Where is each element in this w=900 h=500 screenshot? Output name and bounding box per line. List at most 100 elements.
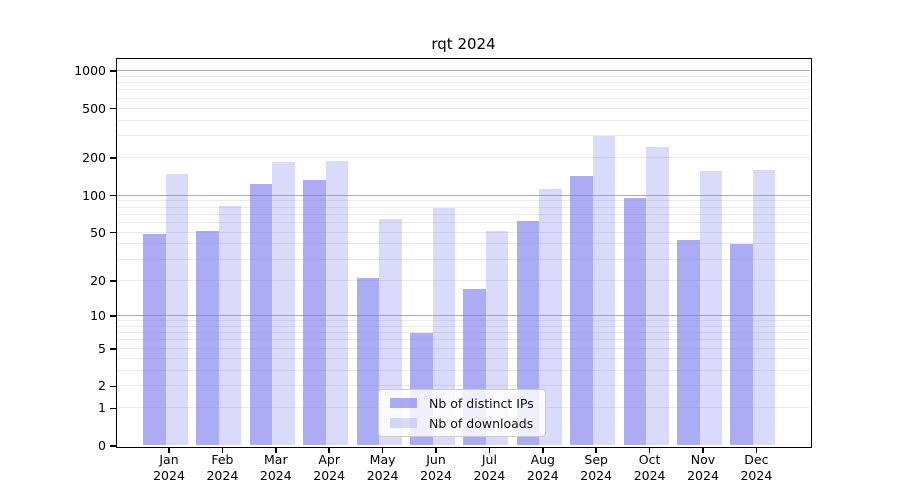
x-tick-month: Nov bbox=[690, 451, 716, 467]
x-tick-month: Apr bbox=[318, 451, 340, 467]
gridline-minor bbox=[116, 357, 810, 359]
x-tick-label: May 2024 bbox=[351, 452, 415, 485]
gridline-minor bbox=[116, 119, 810, 121]
legend-swatch-downloads bbox=[390, 418, 417, 428]
legend-item-downloads: Nb of downloads bbox=[387, 415, 537, 432]
y-tick-mark bbox=[110, 70, 116, 72]
gridline-major bbox=[116, 314, 810, 316]
bar-distinct-ips-mar bbox=[249, 183, 273, 446]
bar-distinct-ips-apr bbox=[303, 180, 326, 446]
bar-downloads-nov bbox=[699, 171, 722, 446]
legend-swatch-distinct-ips bbox=[390, 398, 417, 408]
gridline-minor bbox=[116, 89, 810, 91]
y-tick-label: 200 bbox=[82, 150, 106, 166]
plot-area bbox=[115, 57, 812, 448]
gridline-minor bbox=[116, 339, 810, 341]
x-tick-label: Aug 2024 bbox=[511, 452, 575, 485]
gridline-minor bbox=[116, 213, 810, 215]
x-tick-mark bbox=[275, 447, 277, 453]
y-tick-mark bbox=[110, 157, 116, 159]
x-tick-label: Oct 2024 bbox=[618, 452, 682, 485]
gridline-minor bbox=[116, 347, 810, 349]
gridline-major bbox=[116, 194, 810, 196]
x-tick-mark bbox=[168, 447, 170, 453]
x-tick-year: 2024 bbox=[473, 468, 506, 483]
gridline-minor bbox=[116, 325, 810, 327]
x-tick-year: 2024 bbox=[740, 468, 773, 483]
gridline-minor bbox=[116, 320, 810, 322]
x-tick-mark bbox=[648, 447, 651, 453]
x-tick-year: 2024 bbox=[313, 468, 346, 483]
gridline-minor bbox=[116, 82, 810, 84]
gridline-minor bbox=[116, 279, 810, 281]
gridline-minor bbox=[116, 385, 810, 387]
y-tick-label: 1000 bbox=[74, 63, 106, 79]
bar-downloads-apr bbox=[325, 161, 349, 446]
gridline-major bbox=[116, 70, 810, 72]
x-tick-month: Oct bbox=[638, 451, 661, 467]
y-tick-mark bbox=[110, 280, 116, 282]
x-tick-label: Mar 2024 bbox=[244, 452, 308, 485]
x-tick-month: Jul bbox=[481, 451, 497, 467]
x-tick-year: 2024 bbox=[259, 468, 292, 483]
gridline-minor bbox=[116, 157, 810, 159]
bar-downloads-jun bbox=[432, 207, 455, 446]
legend-item-distinct-ips: Nb of distinct IPs bbox=[387, 395, 537, 412]
x-tick-mark bbox=[595, 447, 597, 453]
x-tick-month: Dec bbox=[744, 451, 769, 467]
x-tick-year: 2024 bbox=[366, 468, 399, 483]
legend-label-downloads: Nb of downloads bbox=[429, 415, 534, 431]
x-tick-year: 2024 bbox=[580, 468, 613, 483]
bar-downloads-oct bbox=[646, 146, 669, 446]
bar-distinct-ips-dec bbox=[730, 243, 753, 446]
gridline-minor bbox=[116, 231, 810, 233]
x-tick-mark bbox=[488, 447, 491, 453]
x-tick-mark bbox=[328, 447, 330, 453]
y-tick-label: 20 bbox=[90, 272, 106, 288]
bar-downloads-aug bbox=[539, 188, 562, 446]
gridline-minor bbox=[116, 332, 810, 334]
x-tick-label: Apr 2024 bbox=[297, 452, 361, 485]
gridline-minor bbox=[116, 369, 810, 371]
gridline-minor bbox=[116, 135, 810, 137]
gridline-minor bbox=[116, 258, 810, 260]
bar-downloads-mar bbox=[272, 162, 295, 446]
y-tick-mark bbox=[110, 385, 116, 388]
x-tick-year: 2024 bbox=[687, 468, 719, 483]
y-tick-mark bbox=[110, 194, 116, 197]
x-tick-label: Nov 2024 bbox=[671, 452, 735, 485]
x-tick-month: Jan bbox=[159, 451, 179, 467]
y-tick-label: 500 bbox=[82, 100, 106, 116]
y-tick-label: 1 bbox=[98, 400, 106, 416]
x-tick-year: 2024 bbox=[153, 468, 185, 483]
x-tick-mark bbox=[221, 447, 224, 453]
chart-title: rqt 2024 bbox=[431, 35, 496, 53]
x-tick-mark bbox=[755, 447, 758, 453]
gridline-minor bbox=[116, 75, 810, 77]
x-tick-mark bbox=[381, 447, 384, 453]
x-tick-year: 2024 bbox=[633, 468, 666, 483]
x-tick-mark bbox=[702, 447, 704, 453]
y-tick-label: 5 bbox=[98, 340, 106, 356]
x-tick-label: Jul 2024 bbox=[457, 452, 521, 485]
y-tick-label: 0 bbox=[98, 438, 106, 453]
y-tick-mark bbox=[110, 315, 116, 317]
x-tick-month: Sep bbox=[584, 451, 608, 467]
y-tick-mark bbox=[110, 445, 116, 447]
x-tick-month: Feb bbox=[211, 451, 234, 467]
y-tick-label: 2 bbox=[98, 378, 106, 394]
y-tick-mark bbox=[110, 348, 116, 350]
x-tick-label: Feb 2024 bbox=[190, 452, 254, 485]
x-tick-year: 2024 bbox=[206, 468, 239, 483]
gridline-minor bbox=[116, 221, 810, 223]
bar-downloads-jan bbox=[165, 173, 188, 446]
y-tick-mark bbox=[110, 107, 116, 110]
x-tick-mark bbox=[435, 447, 437, 453]
x-tick-label: Dec 2024 bbox=[724, 452, 788, 485]
y-tick-mark bbox=[110, 231, 116, 234]
x-tick-year: 2024 bbox=[420, 468, 452, 483]
bar-downloads-feb bbox=[218, 206, 242, 446]
bar-downloads-sep bbox=[592, 135, 616, 446]
x-tick-label: Jan 2024 bbox=[137, 452, 201, 485]
